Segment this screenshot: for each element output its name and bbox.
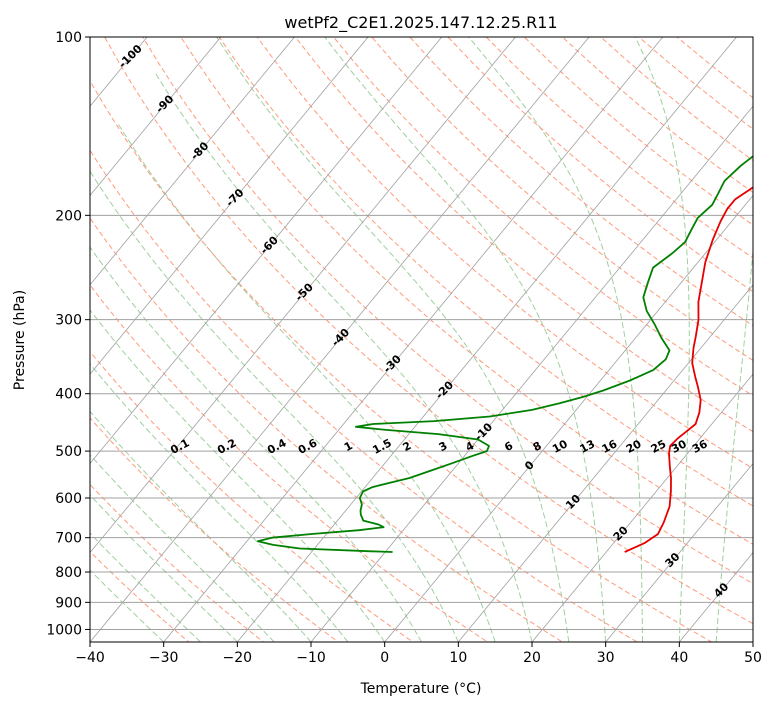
isotherm-line bbox=[163, 37, 664, 642]
mixing-ratio-label: 13 bbox=[578, 437, 598, 456]
x-tick-label: 50 bbox=[744, 650, 762, 666]
y-tick-label: 1000 bbox=[46, 622, 82, 638]
moist-adiabat-line bbox=[468, 37, 643, 642]
moist-adiabat-line bbox=[90, 309, 386, 642]
y-tick-label: 400 bbox=[55, 387, 82, 403]
isotherm-line bbox=[90, 37, 295, 286]
moist-adiabat-line bbox=[216, 37, 570, 642]
isotherms bbox=[90, 37, 753, 642]
isotherm-line bbox=[90, 37, 590, 642]
x-axis-label: Temperature (°C) bbox=[360, 681, 482, 697]
dry-adiabat-line bbox=[409, 37, 753, 327]
y-tick-label: 700 bbox=[55, 531, 82, 547]
dry-adiabat-line bbox=[295, 37, 753, 433]
moist-adiabat-line bbox=[324, 37, 607, 642]
plot-frame bbox=[89, 36, 754, 643]
moist-adiabat-line bbox=[90, 453, 275, 642]
x-axis-ticks: −40 −30 −20 −10 0 10 20 30 40 50 bbox=[75, 642, 762, 666]
isobars bbox=[90, 37, 753, 630]
x-tick-label: −40 bbox=[75, 650, 105, 666]
dry-adiabat-line bbox=[333, 37, 753, 397]
x-tick-label: −30 bbox=[149, 650, 179, 666]
moist-adiabat-line bbox=[90, 532, 201, 642]
x-tick-label: −20 bbox=[223, 650, 253, 666]
moist-adiabat-line bbox=[90, 363, 349, 642]
isotherm-line bbox=[531, 373, 753, 642]
y-tick-label: 900 bbox=[55, 595, 82, 611]
mixing-ratio-label: 16 bbox=[600, 437, 620, 456]
isotherm-line bbox=[90, 37, 369, 375]
y-tick-label: 100 bbox=[55, 30, 82, 46]
moist-adiabat-line bbox=[90, 410, 312, 642]
x-tick-label: 10 bbox=[449, 650, 467, 666]
x-tick-label: 40 bbox=[670, 650, 688, 666]
moist-adiabat-line bbox=[90, 246, 422, 642]
moist-adiabat-line bbox=[154, 72, 533, 642]
mixing-ratio-label: 20 bbox=[624, 437, 644, 456]
mixing-ratio-label: 25 bbox=[649, 437, 669, 456]
x-tick-label: 0 bbox=[380, 650, 389, 666]
mixing-ratio-label: 36 bbox=[690, 437, 710, 456]
dry-adiabat-line bbox=[90, 350, 414, 642]
moist-adiabat-line bbox=[90, 494, 238, 642]
y-tick-label: 500 bbox=[55, 444, 82, 460]
y-tick-label: 800 bbox=[55, 565, 82, 581]
dry-adiabat-line bbox=[90, 284, 489, 642]
isotherm-line bbox=[90, 37, 222, 197]
y-tick-label: 600 bbox=[55, 491, 82, 507]
moist-adiabat-line bbox=[117, 123, 496, 642]
dry-adiabat-line bbox=[90, 79, 713, 642]
isotherm-line bbox=[310, 105, 753, 642]
isotherm-line bbox=[384, 194, 753, 642]
dry-adiabat-line bbox=[104, 37, 753, 625]
dry-adiabat-line bbox=[256, 37, 753, 470]
moist-adiabat-line bbox=[715, 245, 753, 642]
y-tick-label: 200 bbox=[55, 208, 82, 224]
x-tick-label: 30 bbox=[597, 650, 615, 666]
dry-adiabat-line bbox=[90, 550, 190, 642]
dewpoint-profile-line bbox=[256, 155, 753, 553]
y-axis-label: Pressure (hPa) bbox=[12, 290, 28, 390]
mixing-ratio-label: 10 bbox=[550, 437, 570, 456]
isotherm-line bbox=[605, 462, 753, 642]
isotherm-line bbox=[236, 37, 737, 642]
isotherm-line bbox=[90, 37, 443, 465]
temperature-profile-line bbox=[624, 186, 753, 553]
x-tick-label: 20 bbox=[523, 650, 541, 666]
x-tick-label: −10 bbox=[296, 650, 326, 666]
isotherm-line bbox=[457, 284, 753, 642]
y-axis-ticks: 100 200 300 400 500 600 700 800 900 1000 bbox=[46, 30, 90, 638]
isotherm-line bbox=[90, 37, 516, 554]
sounding-profiles bbox=[256, 155, 753, 553]
moist-adiabat-line bbox=[90, 170, 459, 642]
y-tick-label: 300 bbox=[55, 313, 82, 329]
chart-title: wetPf2_C2E1.2025.147.12.25.R11 bbox=[284, 13, 557, 33]
